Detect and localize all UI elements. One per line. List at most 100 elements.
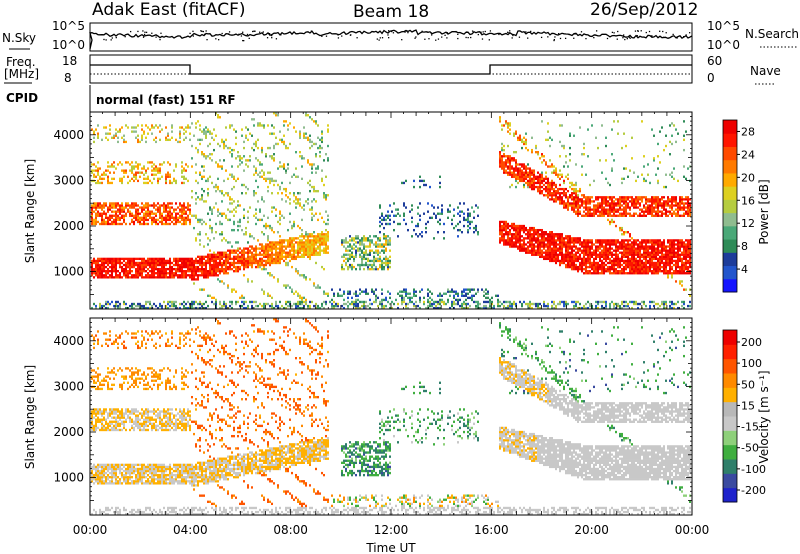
power-cell [301, 306, 303, 310]
power-cell [185, 259, 187, 263]
power-cell [523, 177, 525, 181]
power-cell [355, 237, 357, 240]
power-cell [207, 187, 209, 191]
power-cell [199, 171, 201, 174]
power-cell [267, 253, 269, 256]
power-cell [273, 146, 275, 150]
power-cell [271, 157, 273, 160]
power-cell [99, 212, 101, 215]
power-cell [125, 161, 127, 164]
power-cell [567, 235, 569, 238]
power-cell [251, 251, 253, 254]
power-cell [225, 239, 227, 242]
power-cell [549, 255, 551, 258]
power-cell [177, 274, 179, 277]
power-cell [417, 206, 419, 209]
power-cell [621, 247, 623, 250]
power-cell [223, 302, 225, 306]
power-cell [135, 171, 137, 174]
power-cell [247, 265, 249, 269]
power-cell [217, 251, 219, 254]
power-cell [613, 202, 615, 205]
power-cell [601, 265, 603, 269]
power-cell [103, 265, 105, 269]
power-cell [551, 198, 553, 201]
power-cell [563, 144, 565, 148]
power-cell [565, 265, 567, 269]
power-cell [241, 263, 243, 267]
power-cell [109, 132, 111, 135]
power-cell [617, 120, 619, 123]
power-cell [379, 300, 381, 304]
power-cell [541, 179, 543, 183]
power-cell [105, 214, 107, 217]
power-cell [409, 300, 411, 304]
power-cell [505, 165, 507, 168]
power-cell [355, 306, 357, 310]
power-cell [359, 263, 361, 267]
power-cell [619, 243, 621, 246]
power-cell [575, 163, 577, 166]
power-cell [309, 300, 311, 304]
power-cell [561, 257, 563, 261]
power-cell [429, 185, 431, 189]
power-cell [199, 198, 201, 201]
power-cell [289, 300, 291, 304]
power-cell [145, 259, 147, 263]
power-cell [579, 126, 581, 129]
power-cell [543, 159, 545, 162]
power-cell [539, 233, 541, 236]
power-cell [217, 208, 219, 211]
power-cell [199, 267, 201, 271]
power-cell [461, 292, 463, 295]
power-cell [283, 134, 285, 137]
power-cell [593, 270, 595, 273]
power-cell [373, 292, 375, 295]
power-cell [539, 177, 541, 181]
power-cell [101, 181, 103, 185]
power-cell [471, 288, 473, 291]
power-cell [519, 171, 521, 174]
power-cell [243, 183, 245, 187]
power-cell [125, 171, 127, 174]
power-cell [209, 224, 211, 228]
power-cell [213, 206, 215, 209]
power-cell [209, 272, 211, 275]
power-cell [609, 272, 611, 275]
power-cell [545, 181, 547, 185]
power-cell [231, 306, 233, 310]
power-cell [391, 300, 393, 304]
power-cell [303, 253, 305, 256]
power-cell [143, 167, 145, 170]
power-cell [233, 288, 235, 291]
power-cell [529, 175, 531, 178]
power-cell [141, 306, 143, 310]
power-cell [195, 216, 197, 220]
power-cell [375, 267, 377, 271]
power-cell [189, 210, 191, 213]
power-cell [501, 228, 503, 232]
power-cell [311, 200, 313, 203]
power-cell [501, 233, 503, 236]
power-cell [111, 181, 113, 185]
power-cell [123, 218, 125, 222]
power-cell [567, 251, 569, 254]
power-cell [279, 245, 281, 248]
power-cell [145, 140, 147, 144]
power-cell [429, 300, 431, 304]
power-cell [461, 231, 463, 234]
power-cell [603, 214, 605, 217]
power-cell [589, 245, 591, 248]
power-cell [597, 245, 599, 248]
power-cell [269, 224, 271, 228]
power-cell [601, 259, 603, 263]
power-cell [97, 220, 99, 224]
power-cell [129, 276, 131, 279]
power-cell [615, 249, 617, 252]
power-cell [213, 259, 215, 263]
power-cell [275, 300, 277, 304]
power-cell [161, 220, 163, 224]
power-cell [189, 261, 191, 265]
power-cell [303, 126, 305, 129]
power-cell [101, 214, 103, 217]
